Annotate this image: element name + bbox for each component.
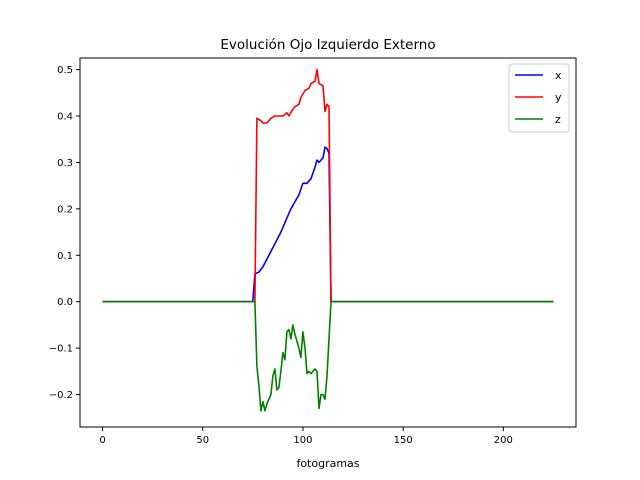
y-tick-label: 0.1 (57, 251, 73, 262)
y-tick-label: 0.5 (57, 65, 73, 76)
x-axis-label: fotogramas (296, 457, 359, 470)
series-line-y (102, 68, 554, 303)
x-axis: 0 50 100 150 200 (99, 427, 513, 446)
chart-title: Evolución Ojo Izquierdo Externo (220, 37, 435, 53)
axes-frame (79, 57, 577, 428)
y-tick-label: 0.0 (57, 297, 73, 308)
y-tick-label: −0.1 (49, 344, 73, 355)
y-axis: −0.2 −0.1 0.0 0.1 0.2 0.3 0.4 0.5 (49, 65, 80, 401)
series-line-x (102, 146, 554, 303)
x-tick-label: 100 (293, 435, 312, 446)
x-tick-label: 50 (196, 435, 209, 446)
y-tick-label: 0.4 (57, 112, 73, 123)
legend-label-z: z (555, 113, 561, 126)
x-tick-label: 150 (394, 435, 413, 446)
x-tick-label: 200 (494, 435, 513, 446)
plot-area (102, 68, 554, 412)
y-tick-label: 0.2 (57, 204, 73, 215)
y-tick-label: −0.2 (49, 390, 73, 401)
legend-label-y: y (555, 91, 562, 104)
x-tick-label: 0 (99, 435, 105, 446)
legend-label-x: x (555, 69, 562, 82)
legend: xyz (508, 63, 570, 133)
series-line-z (102, 300, 554, 412)
legend-box (508, 63, 570, 133)
y-tick-label: 0.3 (57, 158, 73, 169)
